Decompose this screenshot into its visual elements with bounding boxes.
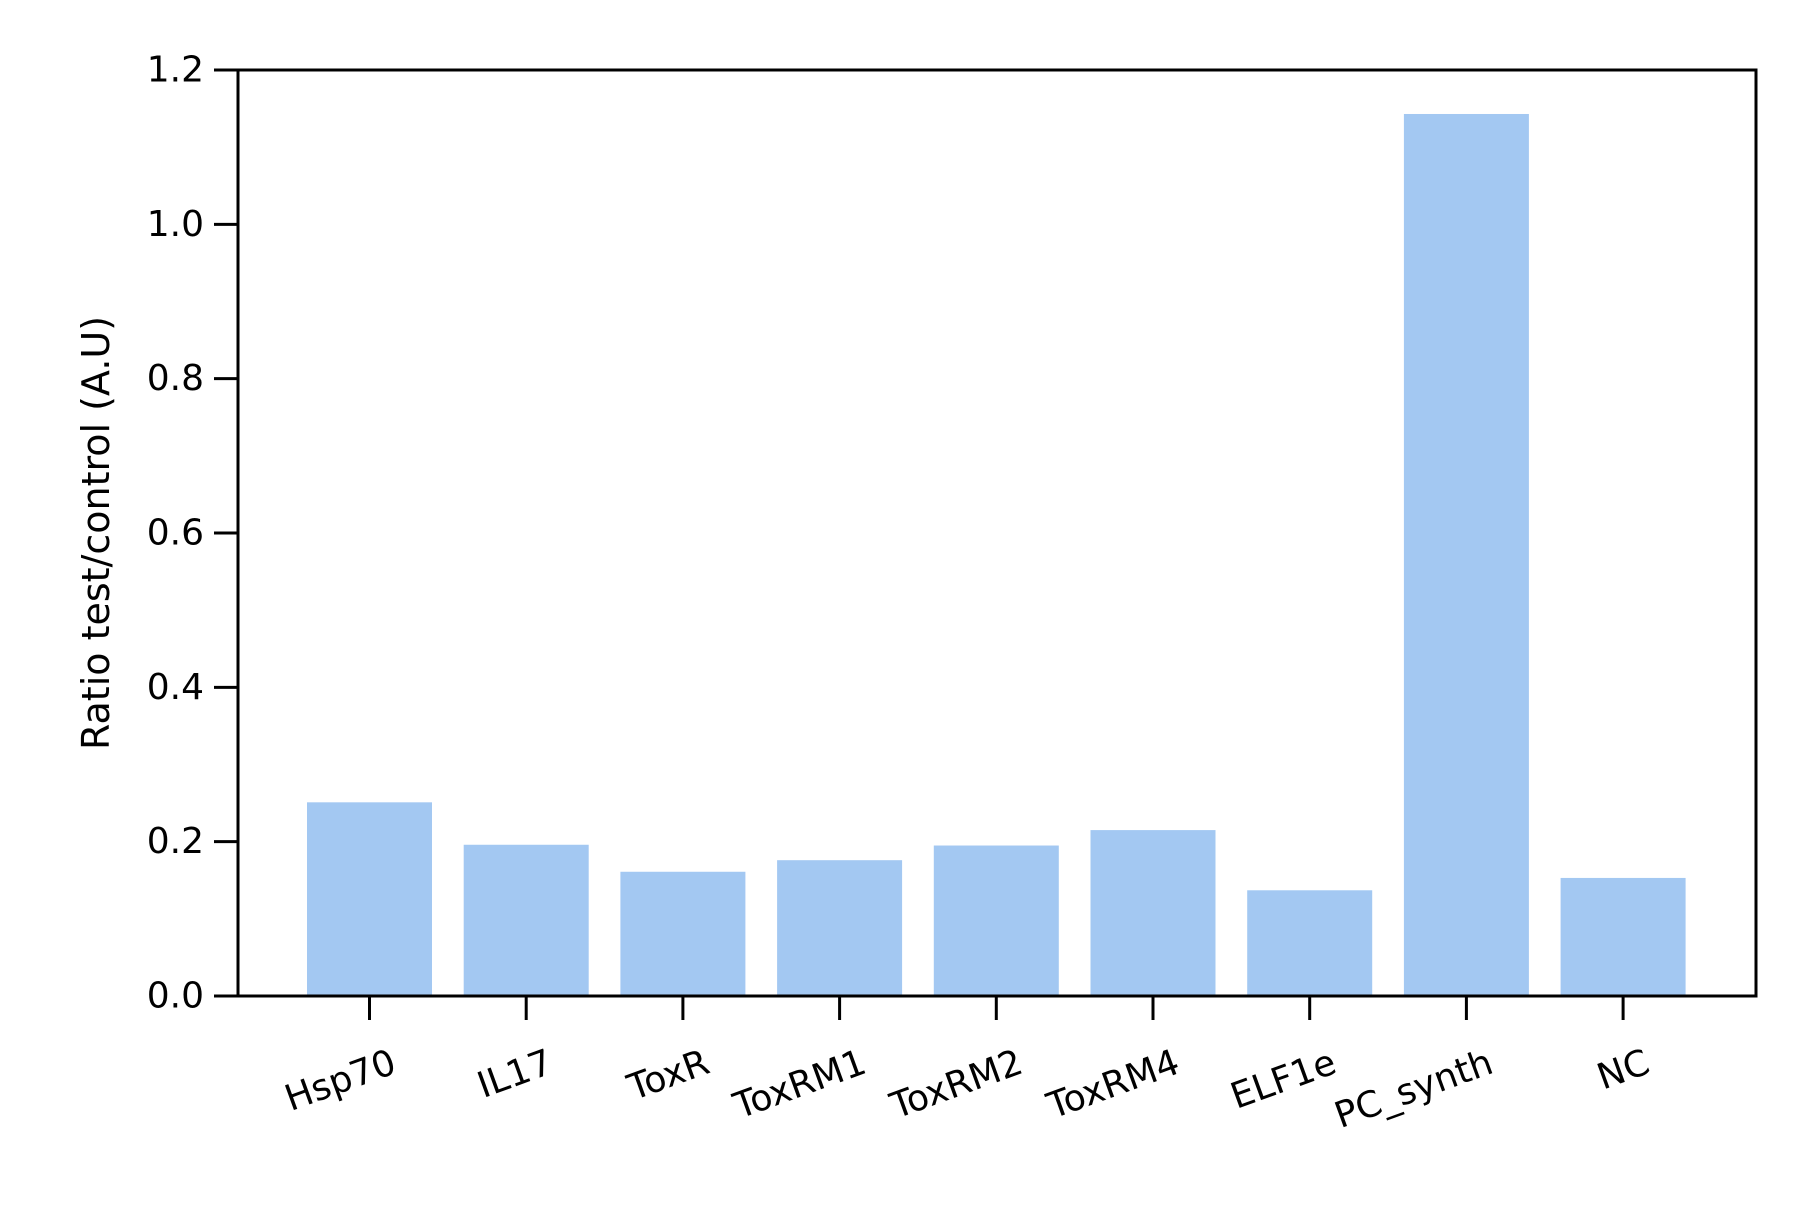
bar-pc-synth bbox=[1403, 113, 1529, 997]
y-tick-label: 1.0 bbox=[147, 204, 204, 245]
bar-toxrm2 bbox=[933, 845, 1059, 996]
plot-frame bbox=[236, 68, 1758, 998]
bar-il17 bbox=[463, 844, 589, 996]
x-tick-label: Hsp70 bbox=[280, 1042, 402, 1120]
y-tick-label: 0.4 bbox=[147, 667, 204, 708]
y-tick-label: 1.2 bbox=[147, 50, 204, 91]
x-tick-label: ToxRM2 bbox=[884, 1042, 1028, 1128]
y-axis-ticks: 0.0 0.2 0.4 0.6 0.8 1.0 1.2 bbox=[147, 50, 238, 1017]
x-tick-label: PC_synth bbox=[1329, 1042, 1498, 1137]
x-tick-label: ToxRM4 bbox=[1041, 1042, 1185, 1128]
x-tick-label: NC bbox=[1592, 1042, 1655, 1098]
x-tick-label: ToxR bbox=[622, 1042, 715, 1109]
y-tick-label: 0.6 bbox=[147, 513, 204, 554]
bar-toxr bbox=[620, 871, 746, 996]
bar-nc bbox=[1560, 877, 1686, 996]
y-axis-label: Ratio test/control (A.U) bbox=[74, 316, 118, 750]
bar-elf1e bbox=[1247, 890, 1373, 996]
bar-toxrm1 bbox=[777, 860, 903, 996]
y-tick-label: 0.0 bbox=[147, 976, 204, 1017]
x-axis-ticks: Hsp70 IL17 ToxR ToxRM1 ToxRM2 ToxRM4 ELF1ePC_s… bbox=[280, 996, 1655, 1137]
bar-hsp70 bbox=[307, 802, 432, 996]
bar-toxrm4 bbox=[1090, 830, 1216, 996]
y-tick-label: 0.8 bbox=[147, 358, 204, 399]
x-tick-label: ELF1e bbox=[1225, 1042, 1341, 1118]
y-tick-label: 0.2 bbox=[147, 821, 204, 862]
bars-layer bbox=[307, 113, 1686, 997]
x-tick-label: ToxRM1 bbox=[728, 1042, 872, 1128]
x-tick-label: IL17 bbox=[472, 1042, 558, 1107]
